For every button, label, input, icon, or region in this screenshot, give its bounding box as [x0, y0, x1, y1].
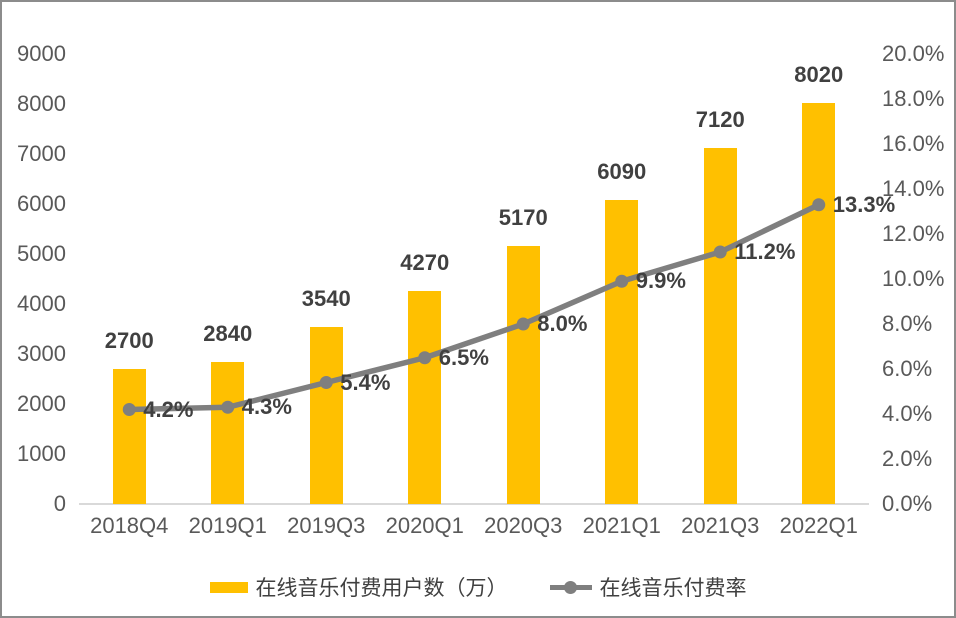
y-axis-right-tick: 16.0% — [882, 131, 945, 156]
y-axis-right-tick: 12.0% — [882, 221, 945, 246]
line-marker — [122, 403, 136, 416]
bar-2019Q3 — [309, 327, 343, 504]
legend-item-payment-rate: 在线音乐付费率 — [549, 572, 747, 602]
y-axis-left-tick: 6000 — [17, 191, 66, 216]
line-value-label: 13.3% — [832, 191, 896, 217]
y-axis-left-tick: 3000 — [17, 341, 66, 366]
bar-2018Q4 — [112, 369, 146, 504]
y-axis-left-tick: 5000 — [17, 241, 66, 266]
line-marker — [221, 400, 235, 414]
bar-value-label: 2840 — [203, 321, 253, 346]
x-axis-label-2018Q4: 2018Q4 — [90, 513, 169, 538]
y-axis-right-tick: 8.0% — [882, 311, 933, 336]
line-series-swatch-icon — [549, 580, 592, 594]
x-axis-label-2019Q3: 2019Q3 — [287, 513, 366, 538]
y-axis-right-tick: 2.0% — [882, 446, 933, 471]
line-marker — [418, 351, 432, 365]
y-axis-right-tick: 20.0% — [882, 41, 945, 66]
x-axis-label-2021Q1: 2021Q1 — [582, 513, 661, 538]
x-axis-label-2021Q3: 2021Q3 — [681, 513, 760, 538]
legend: 在线音乐付费用户数（万） 在线音乐付费率 — [2, 572, 954, 602]
y-axis-right-tick: 18.0% — [882, 86, 945, 111]
line-value-label: 4.2% — [143, 396, 194, 422]
bar-2020Q1 — [408, 290, 442, 504]
legend-label-paying-users: 在线音乐付费用户数（万） — [255, 577, 508, 600]
bar-2020Q3 — [506, 245, 540, 504]
line-value-label: 5.4% — [340, 369, 391, 395]
bar-2021Q3 — [703, 148, 737, 504]
bar-2021Q1 — [605, 199, 639, 504]
x-axis-label-2020Q1: 2020Q1 — [385, 513, 464, 538]
line-value-label: 11.2% — [734, 239, 796, 264]
bar-2022Q1 — [802, 103, 836, 504]
line-value-label: 8.0% — [537, 311, 588, 336]
bar-value-label: 2700 — [104, 328, 154, 353]
x-axis-label-2020Q3: 2020Q3 — [484, 513, 563, 538]
bar-value-label: 8020 — [794, 62, 844, 87]
line-marker — [713, 245, 727, 259]
legend-item-paying-users: 在线音乐付费用户数（万） — [209, 572, 508, 602]
line-marker — [516, 317, 530, 331]
line-value-label: 6.5% — [438, 344, 489, 370]
x-axis-label-2022Q1: 2022Q1 — [779, 513, 858, 538]
y-axis-left-tick: 1000 — [17, 441, 66, 466]
y-axis-right-tick: 4.0% — [882, 401, 933, 426]
x-axis-label-2019Q1: 2019Q1 — [188, 513, 267, 538]
y-axis-right-tick: 6.0% — [882, 356, 933, 381]
bar-value-label: 5170 — [498, 204, 548, 230]
x-axis-line — [79, 503, 869, 505]
line-value-label: 4.3% — [241, 394, 292, 420]
bar-series-swatch-icon — [209, 581, 248, 593]
line-marker — [615, 274, 629, 288]
y-axis-left-tick: 9000 — [17, 41, 66, 66]
y-axis-right-tick: 0.0% — [882, 491, 933, 516]
y-axis-left-tick: 7000 — [17, 141, 66, 166]
line-value-label: 9.9% — [635, 268, 686, 294]
bar-value-label: 7120 — [695, 107, 745, 132]
y-axis-right-tick: 10.0% — [882, 266, 945, 291]
y-axis-left-tick: 2000 — [17, 391, 66, 416]
bar-value-label: 3540 — [301, 286, 351, 311]
bar-2019Q1 — [211, 362, 245, 504]
legend-label-payment-rate: 在线音乐付费率 — [599, 577, 747, 600]
y-axis-left-tick: 0 — [53, 491, 66, 516]
y-axis-right-tick: 14.0% — [882, 176, 945, 201]
line-marker — [319, 376, 333, 389]
y-axis-left-tick: 4000 — [17, 291, 66, 316]
y-axis-left-tick: 8000 — [17, 91, 66, 116]
line-marker — [812, 198, 826, 212]
bar-value-label: 6090 — [597, 158, 647, 184]
bar-value-label: 4270 — [400, 249, 450, 275]
